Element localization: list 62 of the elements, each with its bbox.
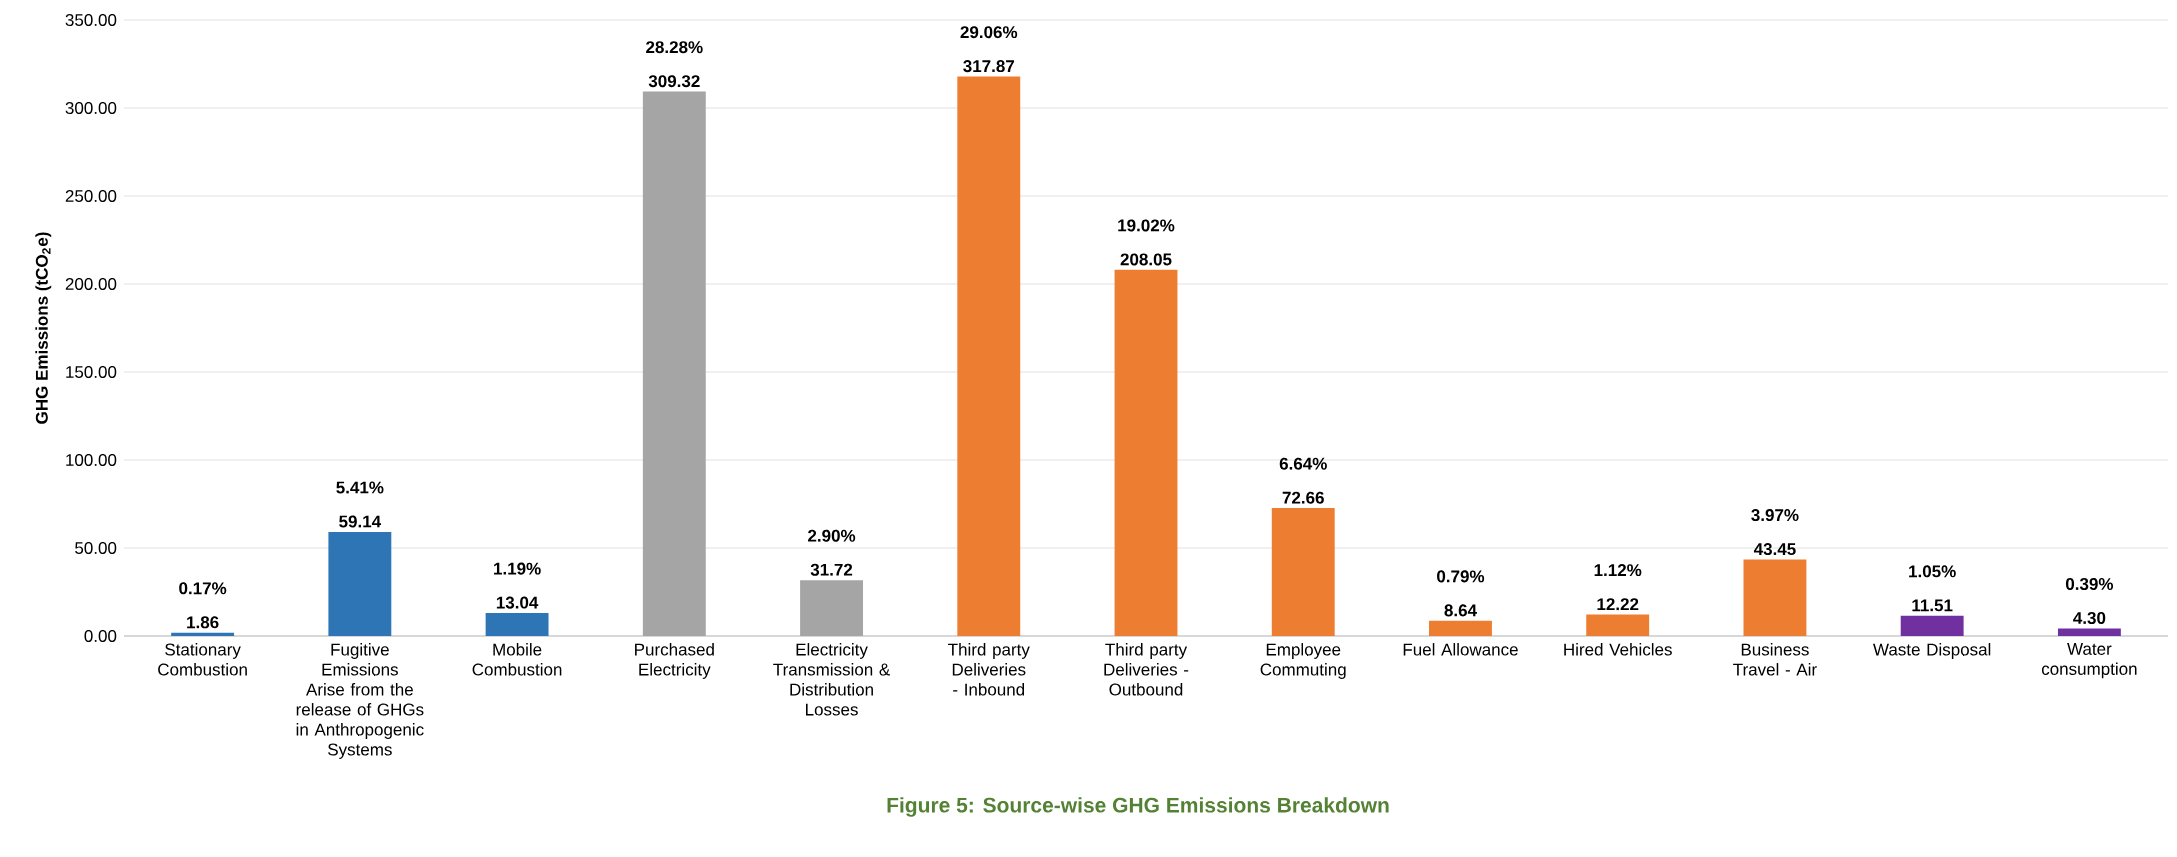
bar	[1114, 269, 1178, 636]
data-label: 317.87	[963, 60, 1015, 73]
x-tick-label: Mobile Combustion	[472, 643, 562, 676]
data-label: 8.64	[1444, 604, 1477, 617]
bar	[1900, 615, 1964, 636]
y-axis-title: GHG Emissions (tCO$_{2}$e)	[35, 232, 52, 424]
x-tick-label: Third party Deliveries - Outbound	[1104, 643, 1189, 696]
bar	[485, 613, 549, 636]
y-tick-label: 350.00	[65, 13, 117, 27]
data-label: 59.14	[339, 515, 382, 528]
bar	[800, 580, 863, 636]
data-label: 208.05	[1120, 253, 1172, 266]
data-label: 43.45	[1753, 543, 1796, 556]
annotation: 1.19%	[494, 562, 541, 575]
bar	[1271, 508, 1335, 636]
x-tick-label: Stationary Combustion	[158, 643, 247, 676]
y-tick-label: 150.00	[66, 365, 117, 379]
data-label: 31.72	[810, 563, 853, 576]
bar	[1429, 620, 1492, 636]
y-tick-label: 300.00	[65, 101, 117, 115]
x-tick-label: Fugitive Emissions Arise from the release of GHGs in Anthropogenic Systems	[296, 643, 424, 759]
x-tick-label: Water consumption	[2041, 643, 2137, 679]
bar	[1586, 614, 1650, 636]
bar	[1743, 559, 1807, 636]
bar	[328, 531, 392, 636]
data-label: 72.66	[1282, 491, 1324, 504]
annotation: 6.64%	[1279, 457, 1327, 470]
y-tick-label: 250.00	[65, 189, 117, 203]
annotation: 2.90%	[808, 529, 856, 542]
data-label: 4.30	[2073, 611, 2106, 625]
bar	[171, 632, 235, 636]
annotation: 0.39%	[2065, 577, 2114, 591]
annotation: 1.12%	[1594, 564, 1642, 577]
x-tick-label: Electricity Transmission & Distribution Losses	[773, 643, 890, 716]
y-tick-label: 100.00	[66, 453, 117, 467]
annotation: 5.41%	[336, 481, 384, 494]
annotation: 29.06%	[960, 26, 1018, 39]
data-label: 1.86	[187, 616, 219, 629]
x-tick-label: Employee Commuting	[1260, 643, 1346, 679]
data-label: 11.51	[1912, 599, 1953, 612]
data-label: 13.04	[496, 596, 539, 609]
x-tick-label: Third party Deliveries - Inbound	[948, 643, 1030, 696]
y-tick-label: 200.00	[65, 277, 117, 291]
annotation: 3.97%	[1751, 509, 1799, 522]
x-tick-label: Business Travel - Air	[1733, 643, 1817, 676]
data-label: 309.32	[648, 75, 700, 88]
bar	[957, 76, 1021, 636]
y-tick-label: 50.00	[75, 541, 117, 555]
bar	[2057, 628, 2121, 636]
y-tick-label: 0.00	[84, 629, 117, 643]
x-tick-label: Purchased Electricity	[635, 643, 714, 679]
x-tick-label: Fuel Allowance	[1403, 643, 1518, 656]
x-tick-label: Hired Vehicles	[1564, 643, 1672, 656]
data-label: 12.22	[1597, 598, 1639, 611]
bar	[642, 91, 706, 636]
x-tick-label: Waste Disposal	[1873, 643, 1991, 659]
annotation: 28.28%	[646, 41, 703, 54]
annotation: 0.17%	[179, 582, 227, 595]
annotation: 19.02%	[1118, 219, 1175, 232]
annotation: 1.05%	[1909, 565, 1956, 578]
annotation: 0.79%	[1437, 570, 1485, 583]
text: Figure 5: Source-wise GHG Emissions Breakdown	[887, 797, 1389, 817]
